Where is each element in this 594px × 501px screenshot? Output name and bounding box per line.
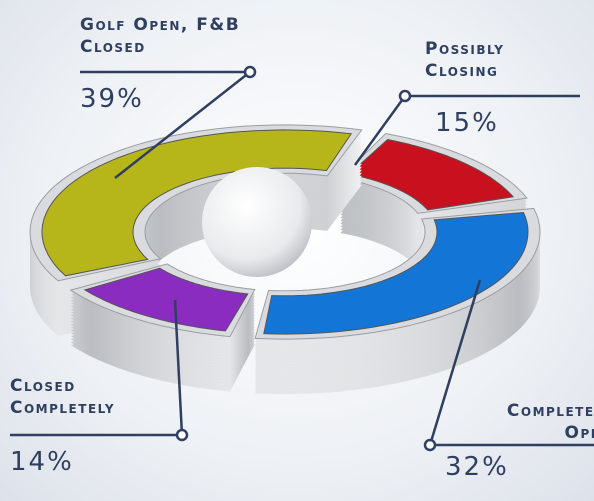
category-label: Possibly Closing [425,38,545,82]
leader-dot [400,91,410,101]
leader-dot [425,440,435,450]
leader-dot [177,430,187,440]
infographic: Golf Open, F&B Closed 39% Possibly Closi… [0,0,594,501]
value-label: 15% [435,108,499,138]
golf-ball [202,167,312,277]
value-label: 39% [80,84,144,114]
category-label: Completely Open [462,400,594,444]
leader-dot [245,67,255,77]
value-label: 32% [445,452,509,482]
value-label: 14% [10,447,74,477]
category-label: Golf Open, F&B Closed [80,14,250,58]
category-label: Closed Completely [10,375,170,419]
